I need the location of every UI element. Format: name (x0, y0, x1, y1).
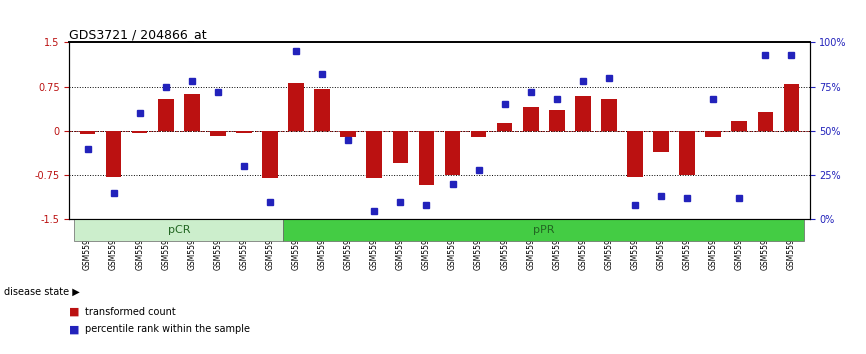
Text: pPR: pPR (533, 225, 554, 235)
Text: transformed count: transformed count (85, 307, 176, 316)
Bar (132, 131, 147, 133)
Bar (549, 110, 565, 131)
Bar (106, 131, 121, 177)
Bar (445, 131, 461, 175)
Bar (74, 219, 283, 241)
Text: disease state ▶: disease state ▶ (4, 287, 80, 297)
Text: pCR: pCR (167, 225, 190, 235)
Text: GDS3721 / 204866_at: GDS3721 / 204866_at (69, 28, 207, 41)
Text: ■: ■ (69, 324, 80, 334)
Bar (575, 96, 591, 131)
Bar (523, 107, 539, 131)
Bar (679, 131, 695, 175)
Bar (653, 131, 669, 152)
Bar (158, 98, 173, 131)
Bar (471, 131, 487, 137)
Bar (340, 131, 356, 137)
Bar (627, 131, 643, 177)
Bar (366, 131, 382, 178)
Bar (418, 131, 434, 185)
Bar (314, 88, 330, 131)
Bar (236, 131, 252, 133)
Text: percentile rank within the sample: percentile rank within the sample (85, 324, 250, 334)
Text: ■: ■ (69, 307, 80, 316)
Bar (497, 123, 513, 131)
Bar (262, 131, 278, 178)
Bar (288, 82, 304, 131)
Bar (283, 219, 805, 241)
Bar (706, 131, 721, 137)
Bar (601, 98, 617, 131)
Bar (80, 131, 95, 134)
Bar (210, 131, 226, 136)
Bar (784, 84, 799, 131)
Bar (392, 131, 408, 164)
Bar (758, 112, 773, 131)
Bar (732, 121, 747, 131)
Bar (184, 95, 200, 131)
